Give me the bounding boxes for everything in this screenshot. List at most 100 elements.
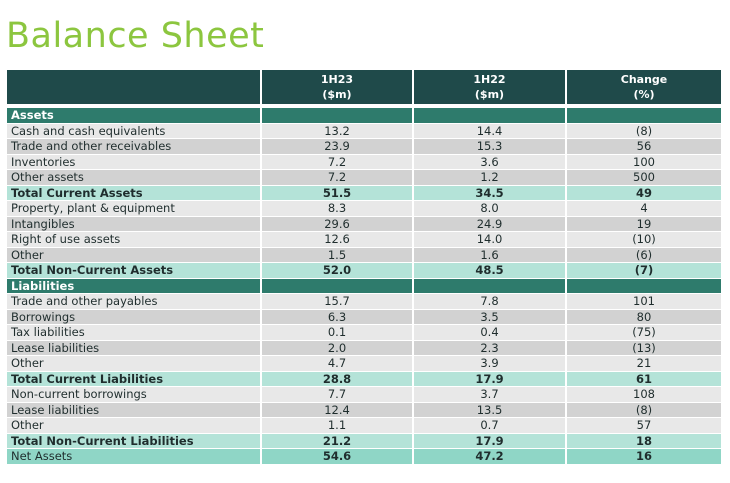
value-change: 108 bbox=[567, 386, 721, 402]
value-1h23: 23.9 bbox=[262, 138, 414, 154]
value-1h22: 47.2 bbox=[414, 448, 567, 464]
value-1h23: 28.8 bbox=[262, 370, 414, 386]
section-label: Liabilities bbox=[7, 277, 262, 293]
value-1h22: 2.3 bbox=[414, 339, 567, 355]
value-1h22: 3.5 bbox=[414, 308, 567, 324]
value-change: 80 bbox=[567, 308, 721, 324]
value-change: (10) bbox=[567, 231, 721, 247]
row-label: Other bbox=[7, 355, 262, 371]
value-1h22: 34.5 bbox=[414, 184, 567, 200]
row-label: Lease liabilities bbox=[7, 401, 262, 417]
value-1h23: 51.5 bbox=[262, 184, 414, 200]
value-1h22: 14.0 bbox=[414, 231, 567, 247]
value-1h22: 1.2 bbox=[414, 169, 567, 185]
value-1h23: 8.3 bbox=[262, 200, 414, 216]
row-label: Net Assets bbox=[7, 448, 262, 464]
value-change: 100 bbox=[567, 153, 721, 169]
value-change: 500 bbox=[567, 169, 721, 185]
row-label: Trade and other receivables bbox=[7, 138, 262, 154]
header-1h22-line1: 1H22 bbox=[473, 73, 506, 86]
table-row: Intangibles 29.6 24.9 19 bbox=[7, 215, 721, 231]
table-row: Net Assets 54.6 47.2 16 bbox=[7, 448, 721, 464]
value-1h22: 3.6 bbox=[414, 153, 567, 169]
table-row: Total Current Assets 51.5 34.5 49 bbox=[7, 184, 721, 200]
table-row: Tax liabilities 0.1 0.4 (75) bbox=[7, 324, 721, 340]
table-row: Trade and other payables 15.7 7.8 101 bbox=[7, 293, 721, 309]
table-row: Trade and other receivables 23.9 15.3 56 bbox=[7, 138, 721, 154]
table-row: Other assets 7.2 1.2 500 bbox=[7, 169, 721, 185]
value-1h22: 15.3 bbox=[414, 138, 567, 154]
page-title: Balance Sheet bbox=[6, 16, 265, 56]
value-1h22: 0.4 bbox=[414, 324, 567, 340]
spacer-cell bbox=[7, 104, 721, 107]
header-spacer bbox=[7, 104, 721, 107]
row-label: Total Non-Current Assets bbox=[7, 262, 262, 278]
row-label: Total Current Liabilities bbox=[7, 370, 262, 386]
row-label: Other bbox=[7, 246, 262, 262]
row-label: Non-current borrowings bbox=[7, 386, 262, 402]
value-1h22: 8.0 bbox=[414, 200, 567, 216]
value-1h22: 17.9 bbox=[414, 432, 567, 448]
row-label: Tax liabilities bbox=[7, 324, 262, 340]
table-row: Borrowings 6.3 3.5 80 bbox=[7, 308, 721, 324]
value-change: (6) bbox=[567, 246, 721, 262]
table-row: Right of use assets 12.6 14.0 (10) bbox=[7, 231, 721, 247]
value-1h22: 24.9 bbox=[414, 215, 567, 231]
value-1h23: 52.0 bbox=[262, 262, 414, 278]
row-label: Total Current Assets bbox=[7, 184, 262, 200]
value-1h23: 29.6 bbox=[262, 215, 414, 231]
table-row: Lease liabilities 2.0 2.3 (13) bbox=[7, 339, 721, 355]
row-label: Borrowings bbox=[7, 308, 262, 324]
row-label: Cash and cash equivalents bbox=[7, 122, 262, 138]
value-1h23: 13.2 bbox=[262, 122, 414, 138]
header-1h23-line2: ($m) bbox=[322, 88, 352, 101]
table-row: Property, plant & equipment 8.3 8.0 4 bbox=[7, 200, 721, 216]
value-change: 16 bbox=[567, 448, 721, 464]
value-change: 56 bbox=[567, 138, 721, 154]
value-1h23: 6.3 bbox=[262, 308, 414, 324]
value-1h23: 1.1 bbox=[262, 417, 414, 433]
table-row: Total Non-Current Liabilities 21.2 17.9 18 bbox=[7, 432, 721, 448]
value-1h23: 15.7 bbox=[262, 293, 414, 309]
row-label: Lease liabilities bbox=[7, 339, 262, 355]
value-change: 19 bbox=[567, 215, 721, 231]
row-label: Inventories bbox=[7, 153, 262, 169]
value-1h22: 3.9 bbox=[414, 355, 567, 371]
table-row: Inventories 7.2 3.6 100 bbox=[7, 153, 721, 169]
header-1h22-line2: ($m) bbox=[474, 88, 505, 101]
value-1h22: 48.5 bbox=[414, 262, 567, 278]
section-empty-cell bbox=[262, 277, 414, 293]
value-change: (8) bbox=[567, 401, 721, 417]
header-change-line2: (%) bbox=[633, 88, 655, 101]
balance-sheet-table: 1H23 ($m) 1H22 ($m) Change (%) Assets Cas… bbox=[7, 70, 721, 464]
value-change: (8) bbox=[567, 122, 721, 138]
value-1h22: 7.8 bbox=[414, 293, 567, 309]
section-empty-cell bbox=[414, 107, 567, 123]
value-1h22: 13.5 bbox=[414, 401, 567, 417]
header-1h22: 1H22 ($m) bbox=[414, 70, 567, 104]
value-change: 18 bbox=[567, 432, 721, 448]
header-change: Change (%) bbox=[567, 70, 721, 104]
value-change: 101 bbox=[567, 293, 721, 309]
table-row: Total Non-Current Assets 52.0 48.5 (7) bbox=[7, 262, 721, 278]
value-1h22: 14.4 bbox=[414, 122, 567, 138]
row-label: Intangibles bbox=[7, 215, 262, 231]
row-label: Property, plant & equipment bbox=[7, 200, 262, 216]
value-1h23: 7.2 bbox=[262, 169, 414, 185]
table-body: Assets Cash and cash equivalents 13.2 14.4(… bbox=[7, 104, 721, 464]
value-1h22: 0.7 bbox=[414, 417, 567, 433]
table-row: Other 1.5 1.6 (6) bbox=[7, 246, 721, 262]
table-row: Other 1.1 0.7 57 bbox=[7, 417, 721, 433]
value-change: (75) bbox=[567, 324, 721, 340]
value-1h22: 1.6 bbox=[414, 246, 567, 262]
value-1h23: 2.0 bbox=[262, 339, 414, 355]
table-row: Non-current borrowings 7.7 3.7 108 bbox=[7, 386, 721, 402]
row-label: Other bbox=[7, 417, 262, 433]
row-label: Total Non-Current Liabilities bbox=[7, 432, 262, 448]
section-label: Assets bbox=[7, 107, 262, 123]
section-empty-cell bbox=[567, 107, 721, 123]
header-1h23-line1: 1H23 bbox=[320, 73, 354, 86]
value-1h23: 12.6 bbox=[262, 231, 414, 247]
value-1h23: 0.1 bbox=[262, 324, 414, 340]
row-label: Other assets bbox=[7, 169, 262, 185]
